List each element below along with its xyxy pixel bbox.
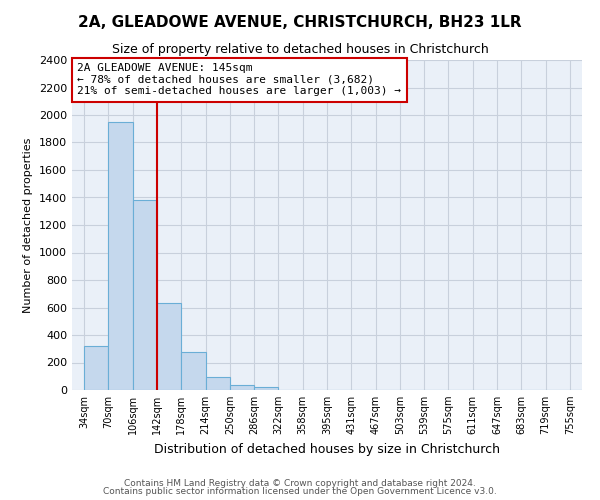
Text: Contains HM Land Registry data © Crown copyright and database right 2024.: Contains HM Land Registry data © Crown c… — [124, 478, 476, 488]
Bar — [254, 387, 278, 390]
Bar — [206, 377, 230, 390]
X-axis label: Distribution of detached houses by size in Christchurch: Distribution of detached houses by size … — [154, 442, 500, 456]
Bar — [109, 122, 133, 390]
Text: 2A GLEADOWE AVENUE: 145sqm
← 78% of detached houses are smaller (3,682)
21% of s: 2A GLEADOWE AVENUE: 145sqm ← 78% of deta… — [77, 64, 401, 96]
Bar — [230, 384, 254, 390]
Text: Contains public sector information licensed under the Open Government Licence v3: Contains public sector information licen… — [103, 487, 497, 496]
Text: 2A, GLEADOWE AVENUE, CHRISTCHURCH, BH23 1LR: 2A, GLEADOWE AVENUE, CHRISTCHURCH, BH23 … — [78, 15, 522, 30]
Text: Size of property relative to detached houses in Christchurch: Size of property relative to detached ho… — [112, 42, 488, 56]
Bar — [181, 352, 206, 390]
Y-axis label: Number of detached properties: Number of detached properties — [23, 138, 34, 312]
Bar — [157, 304, 181, 390]
Bar — [84, 346, 109, 390]
Bar — [133, 200, 157, 390]
